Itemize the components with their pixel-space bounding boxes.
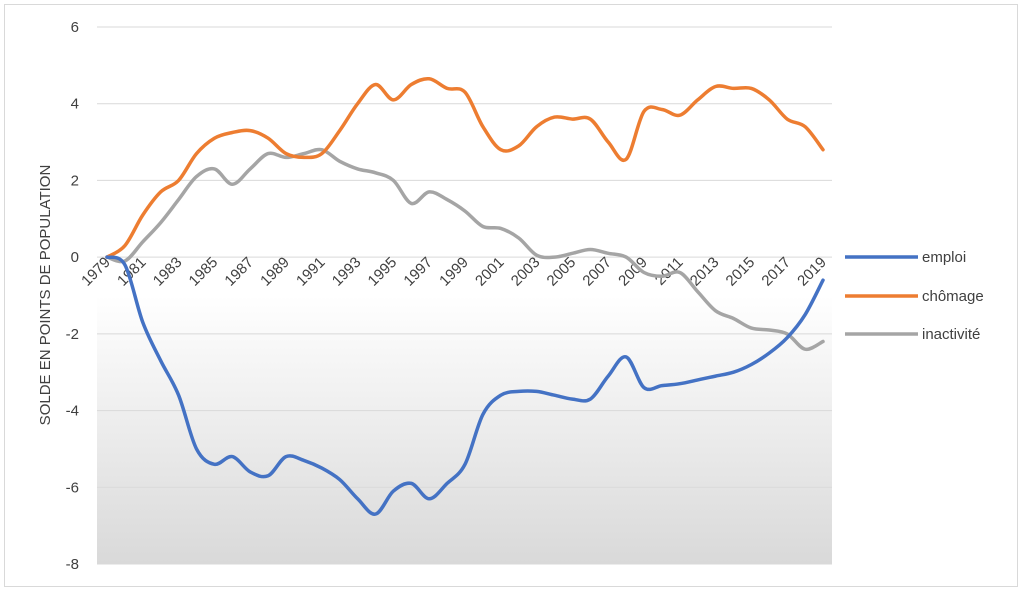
y-tick-label: -4 [66, 403, 79, 420]
y-axis-ticks: 6 4 2 0 -2 -4 -6 -8 [66, 19, 79, 573]
series-lines [105, 76, 825, 516]
legend-label: inactivité [922, 326, 980, 343]
y-tick-label: 4 [71, 96, 79, 113]
y-tick-label: 6 [71, 19, 79, 36]
y-tick-label: -8 [66, 556, 79, 573]
y-tick-label: -6 [66, 479, 79, 496]
plot-area [97, 27, 832, 564]
y-tick-label: 0 [71, 249, 79, 266]
y-tick-label: -2 [66, 326, 79, 343]
series-line-inactivite [105, 147, 825, 352]
legend: emploi chômage inactivité [845, 249, 984, 343]
series-line-emploi [105, 255, 825, 516]
legend-label: chômage [922, 288, 984, 305]
y-tick-label: 2 [71, 172, 79, 189]
gridlines [97, 26, 832, 565]
legend-label: emploi [922, 249, 966, 266]
y-axis-label: SOLDE EN POINTS DE POPULATION [37, 165, 54, 426]
series-line-chomage [105, 76, 825, 259]
